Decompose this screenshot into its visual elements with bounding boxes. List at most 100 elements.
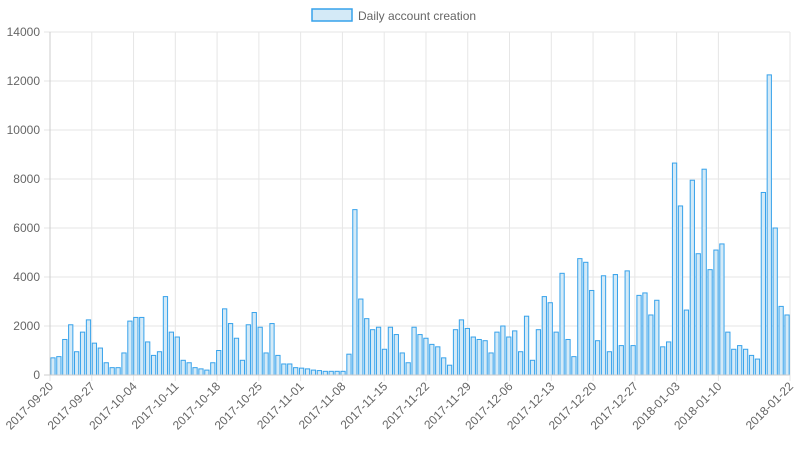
bar[interactable] [577, 258, 583, 376]
bar[interactable] [245, 324, 251, 376]
bar[interactable] [648, 314, 654, 376]
bar[interactable] [68, 324, 74, 376]
bar[interactable] [304, 368, 311, 376]
bar[interactable] [547, 302, 553, 376]
bar[interactable] [346, 353, 352, 376]
bar[interactable] [168, 331, 174, 376]
bar[interactable] [441, 357, 447, 376]
bar[interactable] [133, 316, 139, 376]
bar[interactable] [358, 298, 364, 376]
bar[interactable] [766, 74, 772, 376]
bar[interactable] [257, 326, 263, 376]
bar[interactable] [606, 351, 613, 376]
bar[interactable] [162, 296, 169, 376]
bar[interactable] [618, 345, 624, 376]
bar[interactable] [654, 299, 660, 376]
bar[interactable] [56, 356, 62, 376]
bar[interactable] [778, 305, 784, 376]
bar[interactable] [494, 331, 500, 376]
bar[interactable] [725, 331, 731, 376]
bar[interactable] [589, 289, 595, 376]
bar[interactable] [754, 358, 761, 376]
bar[interactable] [393, 334, 399, 376]
bar[interactable] [103, 362, 109, 376]
legend[interactable]: Daily account creation [311, 8, 476, 23]
bar[interactable] [683, 309, 690, 376]
bar[interactable] [198, 368, 204, 376]
bar[interactable] [186, 362, 192, 376]
bar[interactable] [772, 227, 778, 376]
bar[interactable] [636, 294, 642, 376]
bar[interactable] [642, 292, 648, 376]
bar[interactable] [121, 352, 127, 376]
bar[interactable] [251, 312, 257, 376]
bar[interactable] [156, 351, 163, 376]
bar[interactable] [370, 329, 376, 376]
bar[interactable] [74, 351, 80, 376]
bar[interactable] [748, 354, 755, 376]
bar[interactable] [287, 363, 293, 376]
bar[interactable] [150, 354, 157, 376]
bar[interactable] [713, 249, 719, 376]
bar[interactable] [310, 369, 317, 376]
bar[interactable] [671, 162, 678, 376]
bar[interactable] [760, 191, 766, 376]
bar[interactable] [529, 359, 536, 376]
bar[interactable] [612, 274, 618, 376]
bar[interactable] [50, 357, 56, 376]
bar[interactable] [435, 346, 441, 376]
bar[interactable] [222, 308, 228, 376]
bar[interactable] [281, 363, 287, 376]
bar[interactable] [506, 336, 512, 376]
bar[interactable] [109, 367, 115, 376]
bar[interactable] [482, 340, 488, 376]
bar[interactable] [594, 340, 601, 376]
bar[interactable] [227, 323, 234, 376]
bar[interactable] [488, 352, 494, 376]
bar[interactable] [263, 352, 269, 376]
bar[interactable] [411, 326, 417, 376]
bar[interactable] [233, 337, 240, 376]
bar[interactable] [293, 367, 299, 376]
bar[interactable] [677, 205, 684, 376]
bar[interactable] [423, 337, 429, 376]
bar[interactable] [399, 352, 405, 376]
bar[interactable] [707, 269, 713, 376]
bar[interactable] [145, 341, 151, 376]
bar[interactable] [742, 348, 749, 376]
bar[interactable] [470, 336, 476, 376]
bar[interactable] [464, 327, 470, 376]
bar[interactable] [91, 342, 98, 376]
bar[interactable] [216, 350, 222, 376]
bar[interactable] [381, 348, 388, 376]
bar[interactable] [535, 329, 542, 376]
bar[interactable] [553, 331, 559, 376]
bar[interactable] [583, 261, 589, 376]
bar[interactable] [660, 346, 666, 376]
bar[interactable] [204, 369, 210, 376]
bar[interactable] [210, 362, 216, 376]
bar[interactable] [192, 367, 198, 376]
bar[interactable] [275, 354, 281, 376]
bar[interactable] [387, 326, 394, 376]
bar[interactable] [334, 370, 340, 376]
bar[interactable] [97, 347, 103, 376]
bar[interactable] [719, 243, 725, 376]
bar[interactable] [79, 331, 86, 376]
bar[interactable] [352, 209, 358, 376]
bar[interactable] [269, 323, 275, 376]
bar[interactable] [559, 272, 565, 376]
bar[interactable] [476, 338, 482, 376]
bar[interactable] [737, 345, 743, 376]
bar[interactable] [452, 329, 459, 376]
bar[interactable] [784, 314, 790, 376]
bar[interactable] [446, 364, 453, 376]
bar[interactable] [340, 370, 346, 376]
bar[interactable] [139, 316, 145, 376]
bar[interactable] [85, 319, 92, 376]
bar[interactable] [458, 319, 465, 376]
bar[interactable] [600, 275, 607, 376]
bar[interactable] [174, 336, 180, 376]
bar[interactable] [518, 351, 524, 376]
bar[interactable] [62, 338, 68, 376]
